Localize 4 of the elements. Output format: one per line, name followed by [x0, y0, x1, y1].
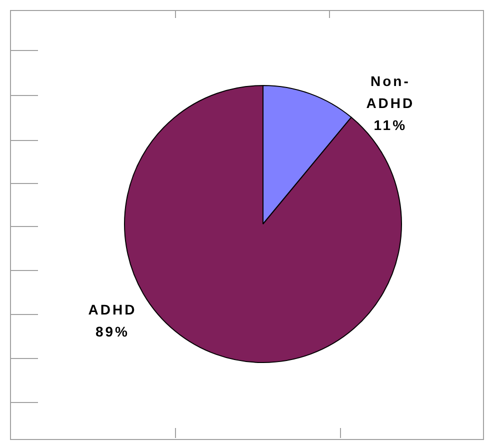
slice-label: ADHD [88, 302, 137, 318]
slice-label: Non-ADHD [366, 72, 415, 111]
data-label: 11% [374, 116, 408, 133]
data-label: 89% [95, 324, 130, 340]
